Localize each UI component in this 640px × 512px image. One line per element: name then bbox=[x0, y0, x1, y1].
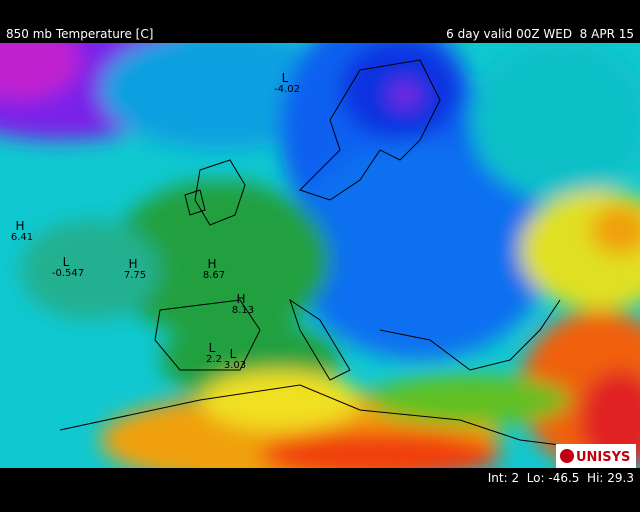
center-value: -0.547 bbox=[52, 268, 84, 279]
center-symbol: L bbox=[63, 255, 70, 269]
center-value: 6.41 bbox=[11, 232, 33, 243]
center-value: -4.02 bbox=[274, 84, 300, 95]
center-symbol: L bbox=[282, 71, 289, 85]
map-title: 850 mb Temperature [C] bbox=[6, 27, 153, 41]
center-value: 8.13 bbox=[232, 305, 254, 316]
center-symbol: H bbox=[128, 257, 137, 271]
center-symbol: H bbox=[15, 219, 24, 233]
center-symbol: H bbox=[207, 257, 216, 271]
stats: Int: 2 Lo: -46.5 Hi: 29.3 bbox=[488, 471, 634, 485]
logo-mark bbox=[560, 449, 574, 463]
temperature-field bbox=[0, 43, 640, 468]
center-value: 7.75 bbox=[124, 270, 146, 281]
center-symbol: L bbox=[209, 341, 216, 355]
center-value: 3.03 bbox=[224, 360, 246, 371]
center-symbol: H bbox=[236, 292, 245, 306]
center-value: 2.2 bbox=[206, 354, 222, 365]
coastlines bbox=[59, 59, 601, 451]
logo: UNISYS bbox=[576, 450, 630, 465]
center-value: 8.67 bbox=[203, 270, 225, 281]
valid-time: 6 day valid 00Z WED 8 APR 15 bbox=[446, 27, 634, 41]
center-symbol: L bbox=[230, 347, 237, 361]
